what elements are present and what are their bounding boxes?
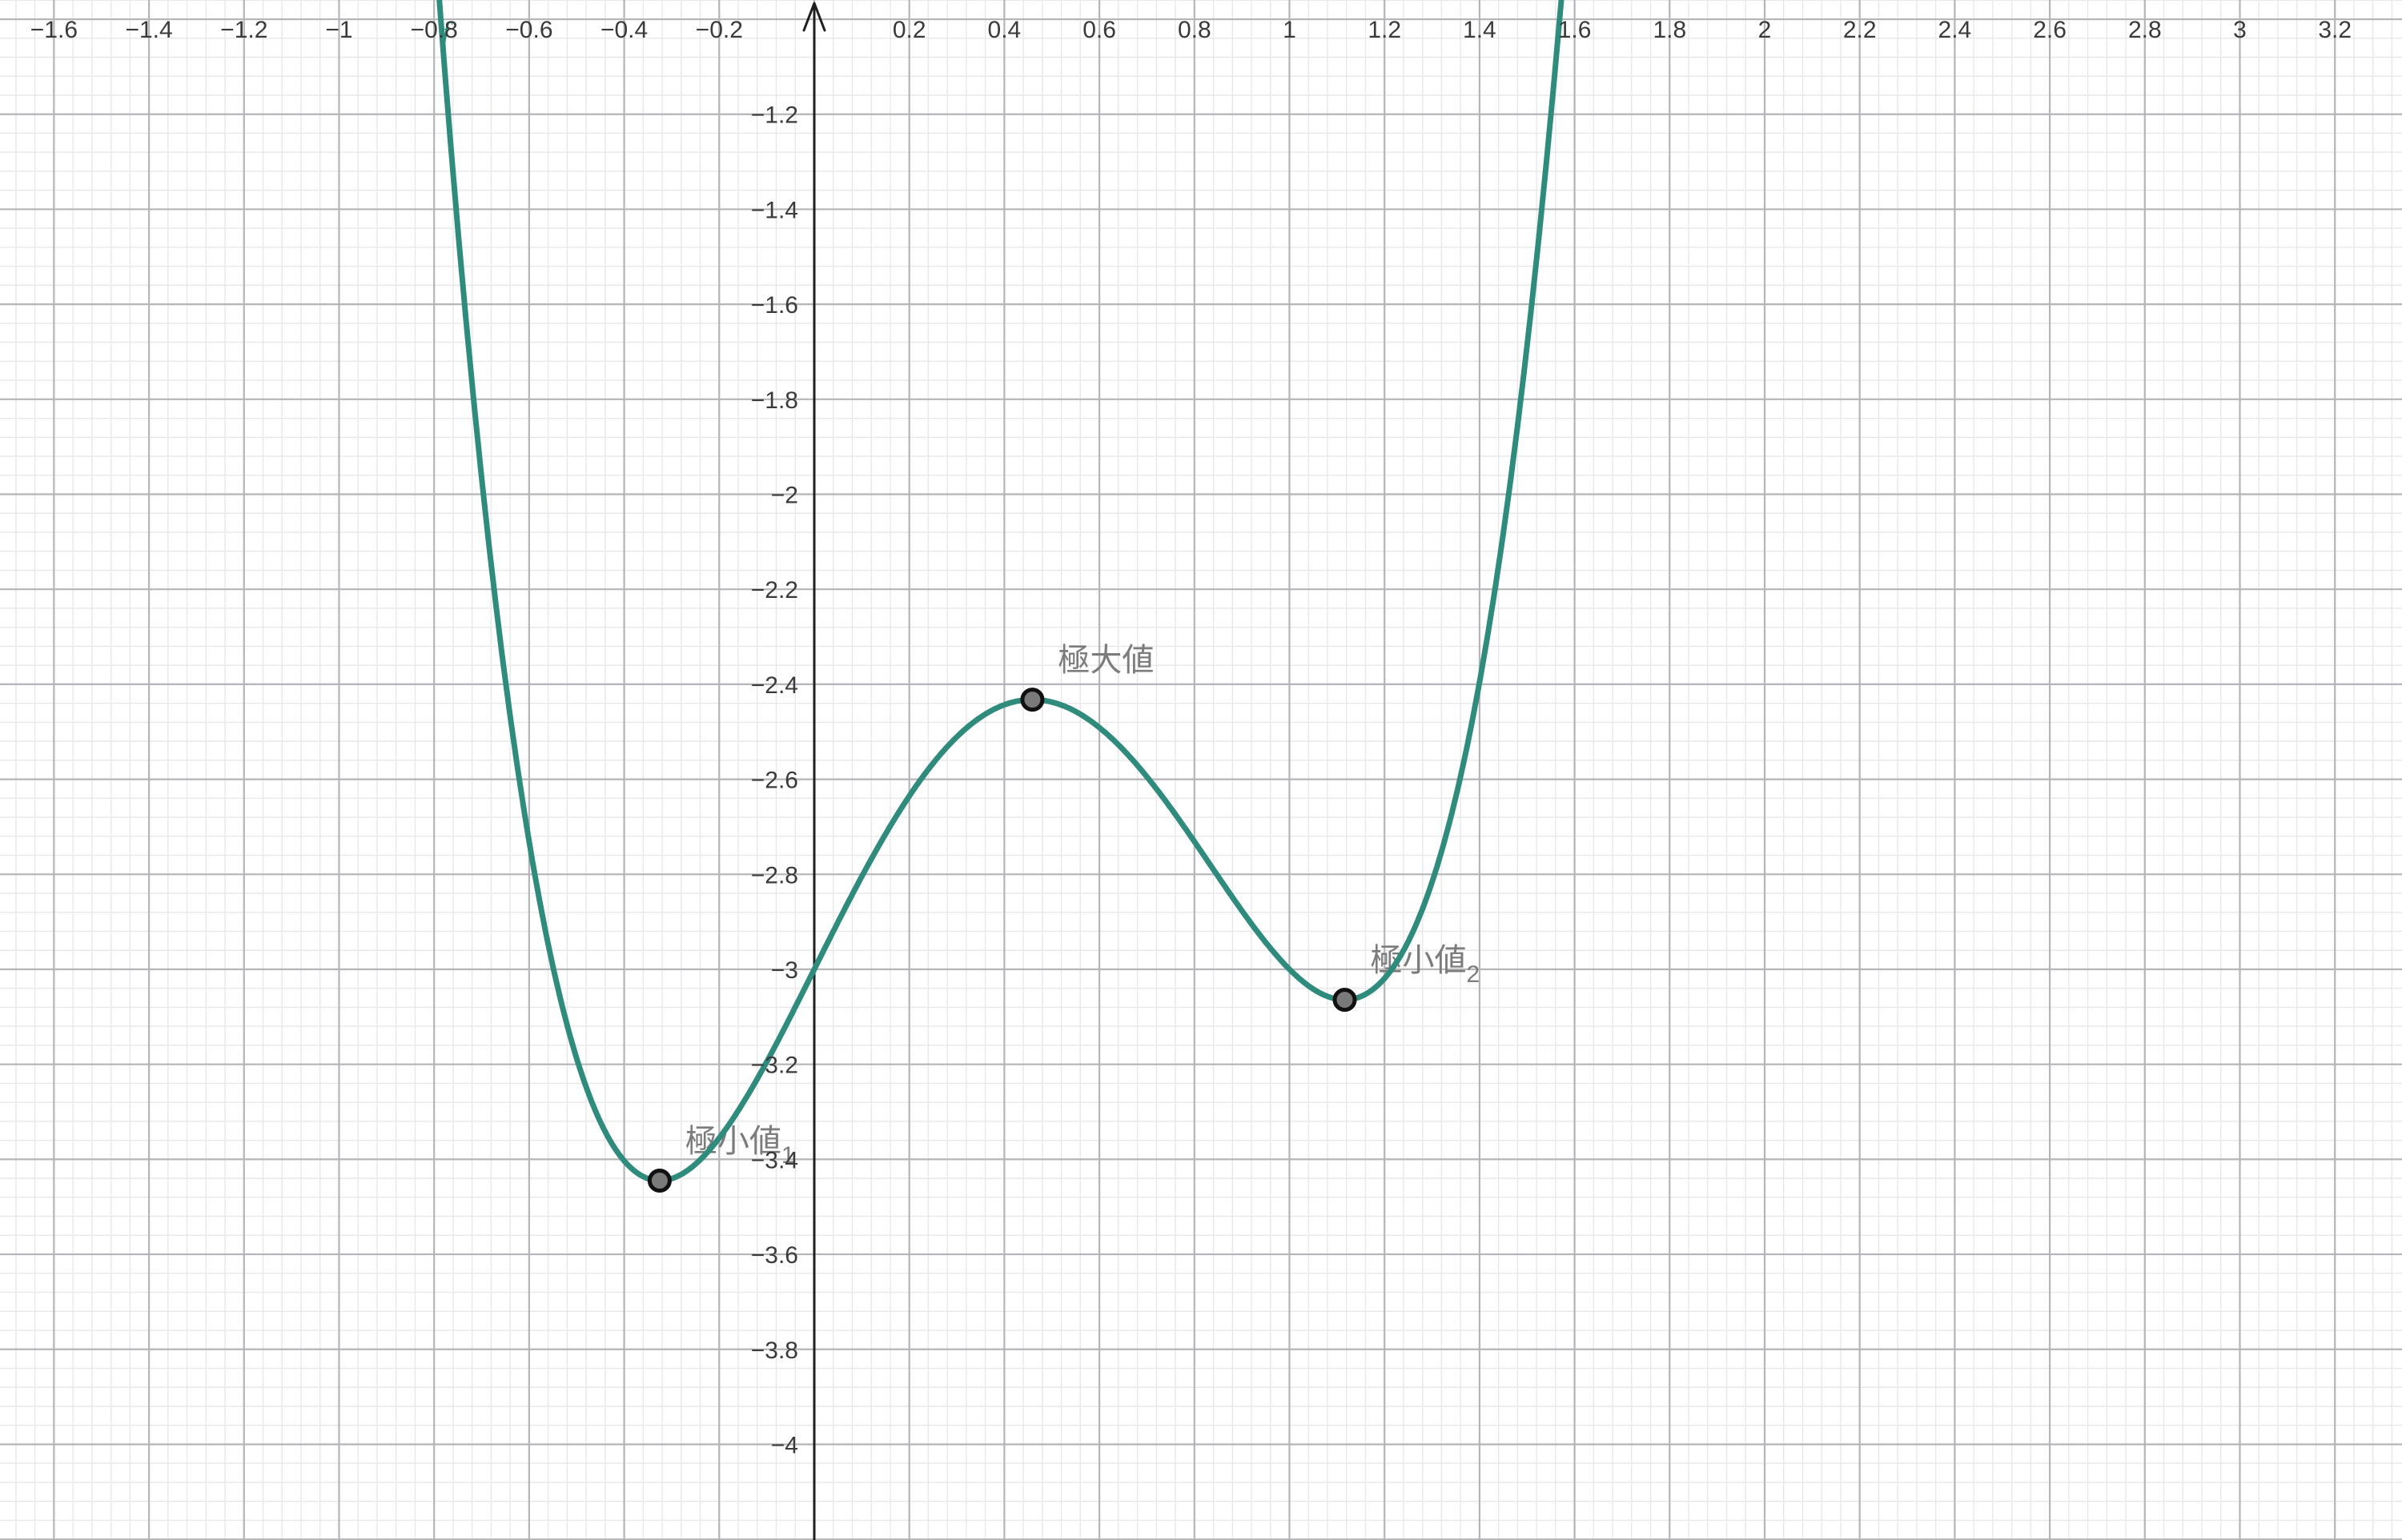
extremum-points: [647, 688, 1357, 1193]
x-tick-label: 1.6: [1558, 17, 1592, 43]
y-tick-label: −2.4: [751, 672, 798, 699]
x-tick-label: 0.2: [893, 17, 926, 43]
y-tick-label: −2.6: [751, 768, 798, 794]
y-axis-tick-labels: −1.2 −1.4 −1.6 −1.8 −2 −2.2 −2.4 −2.6 −2.8 −3 −3.2…: [751, 102, 798, 1459]
y-tick-label: −2: [771, 483, 798, 509]
x-axis-tick-labels: −1.6 −1.4 −1.2 −1 −0.8 −0.6 −0.4 −0.2 0.2 0.4 0.6 0…: [30, 17, 2352, 43]
x-tick-label: −0.2: [696, 17, 743, 43]
x-tick-label: 1.4: [1463, 17, 1496, 43]
y-tick-label: −3.2: [751, 1053, 798, 1079]
x-tick-label: −1.4: [125, 17, 172, 43]
y-tick-label: −4: [771, 1433, 798, 1459]
x-tick-label: −1: [325, 17, 352, 43]
y-axis: [802, 2, 826, 1540]
x-tick-label: −1.2: [220, 17, 267, 43]
y-tick-label: −1.8: [751, 387, 798, 414]
y-axis-arrowhead-icon: [802, 2, 826, 32]
y-tick-label: −3.8: [751, 1337, 798, 1364]
x-tick-label: −0.4: [600, 17, 648, 43]
local-minimum-1-label[interactable]: 極小値1: [685, 1124, 795, 1169]
x-tick-label: −0.8: [411, 17, 458, 43]
local-minimum-2-point[interactable]: [1332, 988, 1357, 1013]
x-tick-label: 2.6: [2033, 17, 2067, 43]
y-tick-label: −1.4: [751, 197, 798, 223]
x-tick-label: 1: [1283, 17, 1296, 43]
x-tick-label: 1.2: [1368, 17, 1401, 43]
x-tick-label: 0.4: [988, 17, 1022, 43]
x-tick-label: 2.4: [1938, 17, 1972, 43]
y-tick-label: −2.8: [751, 862, 798, 888]
x-tick-label: 2: [1758, 17, 1772, 43]
local-minimum-1-point[interactable]: [647, 1169, 672, 1193]
x-tick-label: 0.8: [1178, 17, 1211, 43]
x-tick-label: 3.2: [2318, 17, 2352, 43]
function-curve-f[interactable]: [401, 0, 1609, 1184]
y-tick-label: −3.6: [751, 1242, 798, 1269]
local-maximum-point[interactable]: [1020, 688, 1045, 712]
y-tick-label: −3: [771, 957, 798, 984]
local-maximum-label[interactable]: 極大値: [1058, 643, 1154, 678]
x-tick-label: −0.6: [505, 17, 552, 43]
y-tick-label: −1.6: [751, 292, 798, 319]
y-tick-label: −2.2: [751, 577, 798, 604]
x-tick-label: −1.6: [30, 17, 78, 43]
x-tick-label: 2.8: [2128, 17, 2162, 43]
x-tick-label: 0.6: [1083, 17, 1116, 43]
y-tick-label: −1.2: [751, 102, 798, 129]
local-minimum-2-label[interactable]: 極小値2: [1371, 943, 1480, 988]
y-tick-label: −3.4: [751, 1147, 798, 1173]
x-tick-label: 1.8: [1653, 17, 1686, 43]
x-tick-label: 2.2: [1843, 17, 1877, 43]
x-tick-label: 3: [2233, 17, 2247, 43]
